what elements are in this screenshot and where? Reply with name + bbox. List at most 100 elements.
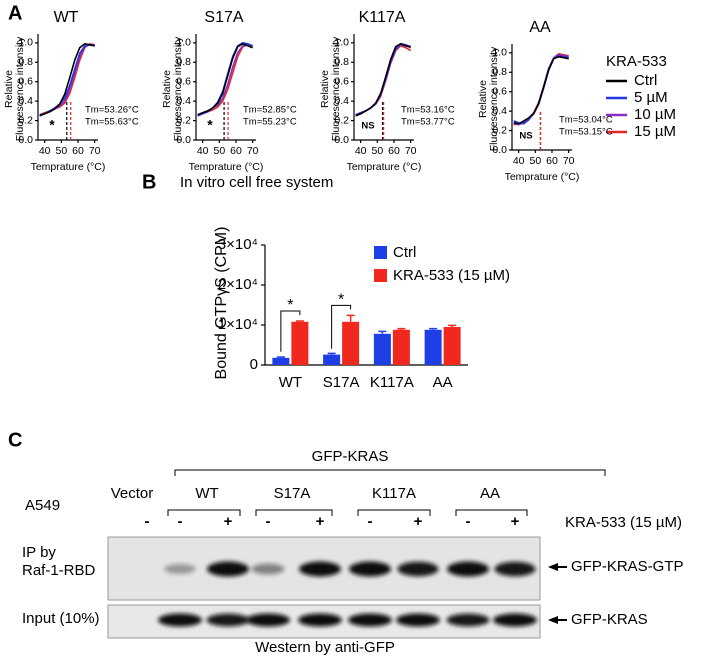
y-tick-label: 0.6 xyxy=(176,75,191,87)
band xyxy=(493,613,537,627)
treatment-sign: + xyxy=(414,513,423,530)
y-tick-label: 0.2 xyxy=(176,114,191,126)
group-label: GFP-KRAS xyxy=(312,448,389,465)
y-tick-label: 0.0 xyxy=(492,144,507,156)
tm-label: Tm=53.15°C xyxy=(559,127,613,138)
x-tick-label: 50 xyxy=(371,145,383,157)
group-bracket xyxy=(174,469,606,476)
x-tick-label: AA xyxy=(433,374,453,391)
y-axis-label: Fluorescence intensity xyxy=(172,36,184,141)
arrow xyxy=(548,563,567,571)
x-tick-label: 60 xyxy=(230,145,242,157)
y-tick-label: 0.0 xyxy=(334,134,349,146)
bar xyxy=(323,354,341,365)
band-label: GFP-KRAS-GTP xyxy=(571,558,684,575)
x-tick-label: 60 xyxy=(72,145,84,157)
error-bar xyxy=(327,352,336,355)
y-tick-label: 1.0 xyxy=(176,37,191,49)
significance-bracket xyxy=(331,304,352,349)
treatment-sign: - xyxy=(145,513,150,530)
lane-bracket xyxy=(455,509,528,516)
treatment-label: KRA-533 (15 µM) xyxy=(565,514,682,531)
tm-label: Tm=53.26°C xyxy=(85,105,139,116)
band xyxy=(251,563,285,575)
significance-bracket xyxy=(280,310,301,352)
x-tick-label: S17A xyxy=(323,374,360,391)
significance: NS xyxy=(361,121,374,132)
legend-title: KRA-533 xyxy=(606,53,667,70)
error-bar xyxy=(429,327,438,330)
tm-label: Tm=53.77°C xyxy=(401,117,455,128)
y-tick-label: 0.2 xyxy=(334,114,349,126)
band xyxy=(349,561,391,577)
y-axis-label: Relative xyxy=(477,80,489,118)
significance: * xyxy=(49,117,55,133)
lane-label: S17A xyxy=(274,485,311,502)
footer: Western by anti-GFP xyxy=(255,639,395,656)
tm-label: Tm=55.23°C xyxy=(243,117,297,128)
y-tick-label: 0.4 xyxy=(334,95,349,107)
y-tick-label: 0.2 xyxy=(18,114,33,126)
legend-label: KRA-533 (15 µM) xyxy=(393,267,510,284)
y-axis-label: Fluorescence intensity xyxy=(330,36,342,141)
band xyxy=(158,613,202,627)
x-tick-label: 70 xyxy=(247,145,259,157)
x-tick-label: 60 xyxy=(388,145,400,157)
legend-swatch xyxy=(374,269,387,282)
legend-label: 15 µM xyxy=(634,123,676,140)
band xyxy=(446,613,490,627)
bar xyxy=(373,333,391,365)
y-tick-label: 1.0 xyxy=(334,37,349,49)
error-bar xyxy=(378,330,387,334)
y-tick-label: 0.6 xyxy=(18,75,33,87)
lane-label: AA xyxy=(480,485,500,502)
treatment-sign: - xyxy=(266,513,271,530)
axis xyxy=(353,34,414,141)
y-tick-label: 2×10⁴ xyxy=(218,276,258,293)
treatment-sign: - xyxy=(466,513,471,530)
x-tick-label: 40 xyxy=(355,145,367,157)
legend-label: Ctrl xyxy=(634,72,657,89)
band xyxy=(207,561,249,577)
x-tick-label: 70 xyxy=(563,155,575,167)
bar xyxy=(291,321,309,365)
x-axis-label: Temprature (°C) xyxy=(31,161,106,173)
band xyxy=(298,613,342,627)
band xyxy=(447,561,489,577)
chart-title: In vitro cell free system xyxy=(180,174,333,191)
error-bar xyxy=(448,324,457,327)
x-tick-label: 50 xyxy=(55,145,67,157)
band xyxy=(206,613,250,627)
band xyxy=(246,613,290,627)
y-axis-label: Fluorescence intensity xyxy=(488,46,500,151)
legend-swatch xyxy=(374,246,387,259)
lane-bracket xyxy=(255,509,333,516)
panel-label: B xyxy=(142,171,156,193)
chart-title: WT xyxy=(54,9,79,26)
legend-label: 10 µM xyxy=(634,106,676,123)
band xyxy=(348,613,392,627)
bar xyxy=(272,357,290,365)
y-tick-label: 0.4 xyxy=(492,105,507,117)
treatment-sign: + xyxy=(316,513,325,530)
y-axis-label: Relative xyxy=(319,70,331,108)
y-tick-label: 0.2 xyxy=(492,124,507,136)
significance: * xyxy=(287,297,293,314)
legend-label: 5 µM xyxy=(634,89,668,106)
melt-curve xyxy=(39,42,95,117)
cell-line: A549 xyxy=(25,497,60,514)
band xyxy=(396,613,440,627)
x-tick-label: WT xyxy=(279,374,302,391)
bar xyxy=(443,327,461,365)
lane-label: Vector xyxy=(111,485,154,502)
significance: * xyxy=(207,117,213,133)
chart-title: S17A xyxy=(204,9,243,26)
error-bar xyxy=(397,327,406,330)
y-tick-label: 0.8 xyxy=(18,56,33,68)
tm-label: Tm=53.04°C xyxy=(559,115,613,126)
y-tick-label: 1×10⁴ xyxy=(218,316,258,333)
x-tick-label: 60 xyxy=(546,155,558,167)
x-tick-label: 40 xyxy=(197,145,209,157)
x-axis-label: Temprature (°C) xyxy=(347,161,422,173)
